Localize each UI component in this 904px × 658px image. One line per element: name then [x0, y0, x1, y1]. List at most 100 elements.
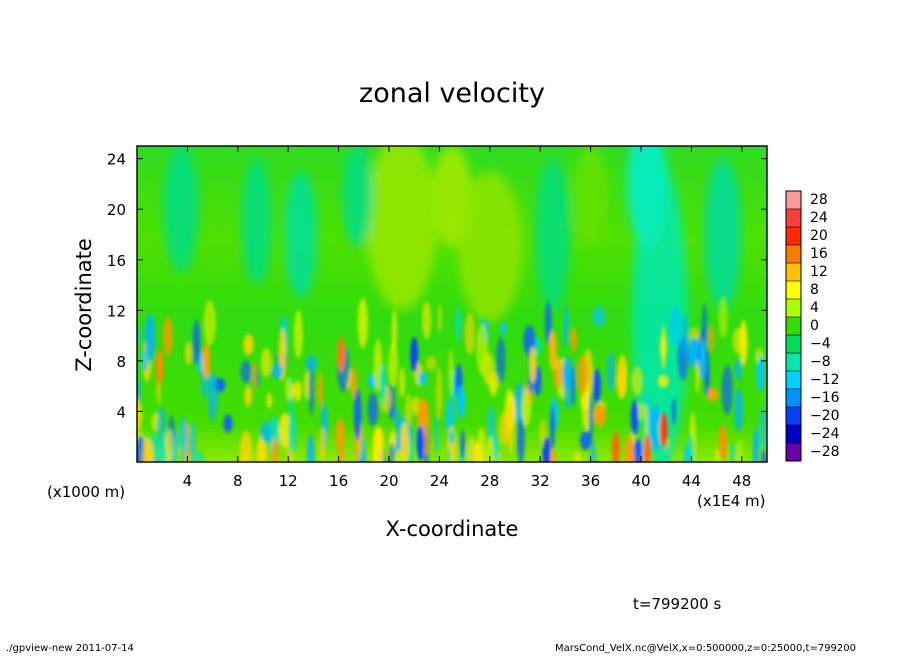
field-streak — [500, 321, 507, 336]
field-streak — [372, 426, 383, 462]
field-streak — [243, 334, 254, 356]
field-streak — [287, 412, 298, 455]
field-streak — [550, 448, 556, 462]
field-streak — [139, 349, 150, 372]
field-streak — [203, 300, 216, 346]
field-streak — [761, 448, 767, 462]
field-streak — [379, 363, 387, 405]
field-streak — [422, 430, 431, 456]
field-streak — [563, 304, 568, 349]
field-streak — [521, 389, 531, 427]
field-blob — [241, 158, 272, 286]
field-blob — [342, 146, 373, 248]
field-streak — [144, 313, 155, 362]
colorbar-label: 28 — [810, 192, 828, 208]
colorbar-swatch — [786, 191, 801, 210]
field-streak — [736, 439, 743, 462]
field-streak — [706, 387, 719, 402]
colorbar-label: 0 — [810, 318, 819, 334]
field-streak — [448, 349, 454, 395]
field-streak — [338, 442, 345, 462]
field-streak — [617, 354, 628, 392]
colorbar-frame — [785, 190, 802, 462]
field-streak — [425, 356, 437, 371]
field-streak — [686, 433, 695, 462]
field-streak — [576, 354, 588, 396]
field-extreme — [756, 355, 765, 392]
x-axis-label: X-coordinate — [386, 517, 519, 541]
colorbar-swatch — [786, 317, 801, 336]
footer-left: ./gpview-new 2011-07-14 — [6, 643, 134, 654]
field-streak — [487, 406, 495, 441]
field-extreme — [542, 436, 551, 462]
field-streak — [405, 393, 413, 427]
colorbar-label: 8 — [810, 282, 819, 298]
field-streak — [695, 359, 700, 394]
field-streak — [589, 440, 597, 462]
field-streak — [435, 366, 443, 419]
field-extreme — [416, 425, 425, 461]
field-streak — [592, 306, 606, 327]
field-streak — [256, 438, 268, 462]
x-tick-label: 16 — [329, 472, 348, 490]
field-streak — [155, 433, 167, 462]
field-streak — [657, 374, 669, 388]
field-streak — [550, 405, 555, 450]
velocity-field — [137, 146, 767, 462]
colorbar-swatch — [786, 281, 801, 300]
field-streak — [260, 421, 272, 443]
field-streak — [389, 443, 395, 462]
field-streak — [487, 372, 500, 394]
field-streak — [279, 413, 291, 449]
field-streak — [455, 307, 461, 341]
field-streak — [367, 393, 379, 426]
field-streak — [244, 386, 252, 407]
field-streak — [388, 341, 399, 387]
field-streak — [137, 325, 141, 347]
field-streak — [570, 327, 577, 353]
field-extreme — [593, 368, 601, 404]
field-streak — [353, 388, 362, 441]
colorbar-swatch — [786, 389, 801, 408]
field-streak — [137, 397, 141, 440]
field-streak — [496, 336, 506, 384]
y-tick-label: 8 — [116, 353, 126, 371]
field-streak — [391, 309, 397, 353]
field-streak — [349, 367, 358, 400]
field-streak — [239, 431, 253, 462]
field-streak — [318, 372, 323, 408]
field-streak — [223, 414, 233, 433]
field-streak — [319, 426, 327, 461]
field-streak — [185, 341, 192, 366]
field-streak — [699, 338, 707, 381]
field-streak — [681, 315, 689, 355]
field-streak — [400, 422, 409, 462]
field-streak — [162, 316, 174, 357]
field-streak — [144, 439, 154, 462]
field-streak — [418, 371, 427, 386]
field-blob — [627, 146, 668, 248]
field-streak — [507, 400, 515, 452]
field-streak — [734, 387, 744, 432]
field-streak — [165, 429, 174, 462]
y-axis-label: Z-coordinate — [72, 238, 96, 372]
field-streak — [573, 451, 582, 462]
field-extreme — [630, 400, 639, 436]
field-streak — [721, 365, 733, 415]
field-streak — [499, 412, 509, 446]
colorbar-swatch — [786, 335, 801, 354]
colorbar-label: −24 — [810, 426, 840, 442]
x-unit-right: (x1E4 m) — [697, 492, 766, 510]
x-tick-label: 4 — [183, 472, 193, 490]
y-tick-label: 20 — [107, 201, 126, 219]
field-streak — [593, 403, 607, 427]
field-streak — [289, 382, 295, 400]
field-streak — [437, 303, 443, 333]
field-streak — [192, 319, 201, 365]
field-streak — [739, 320, 748, 366]
field-blob — [704, 158, 742, 311]
x-tick-label: 24 — [430, 472, 449, 490]
x-tick-label: 36 — [581, 472, 600, 490]
